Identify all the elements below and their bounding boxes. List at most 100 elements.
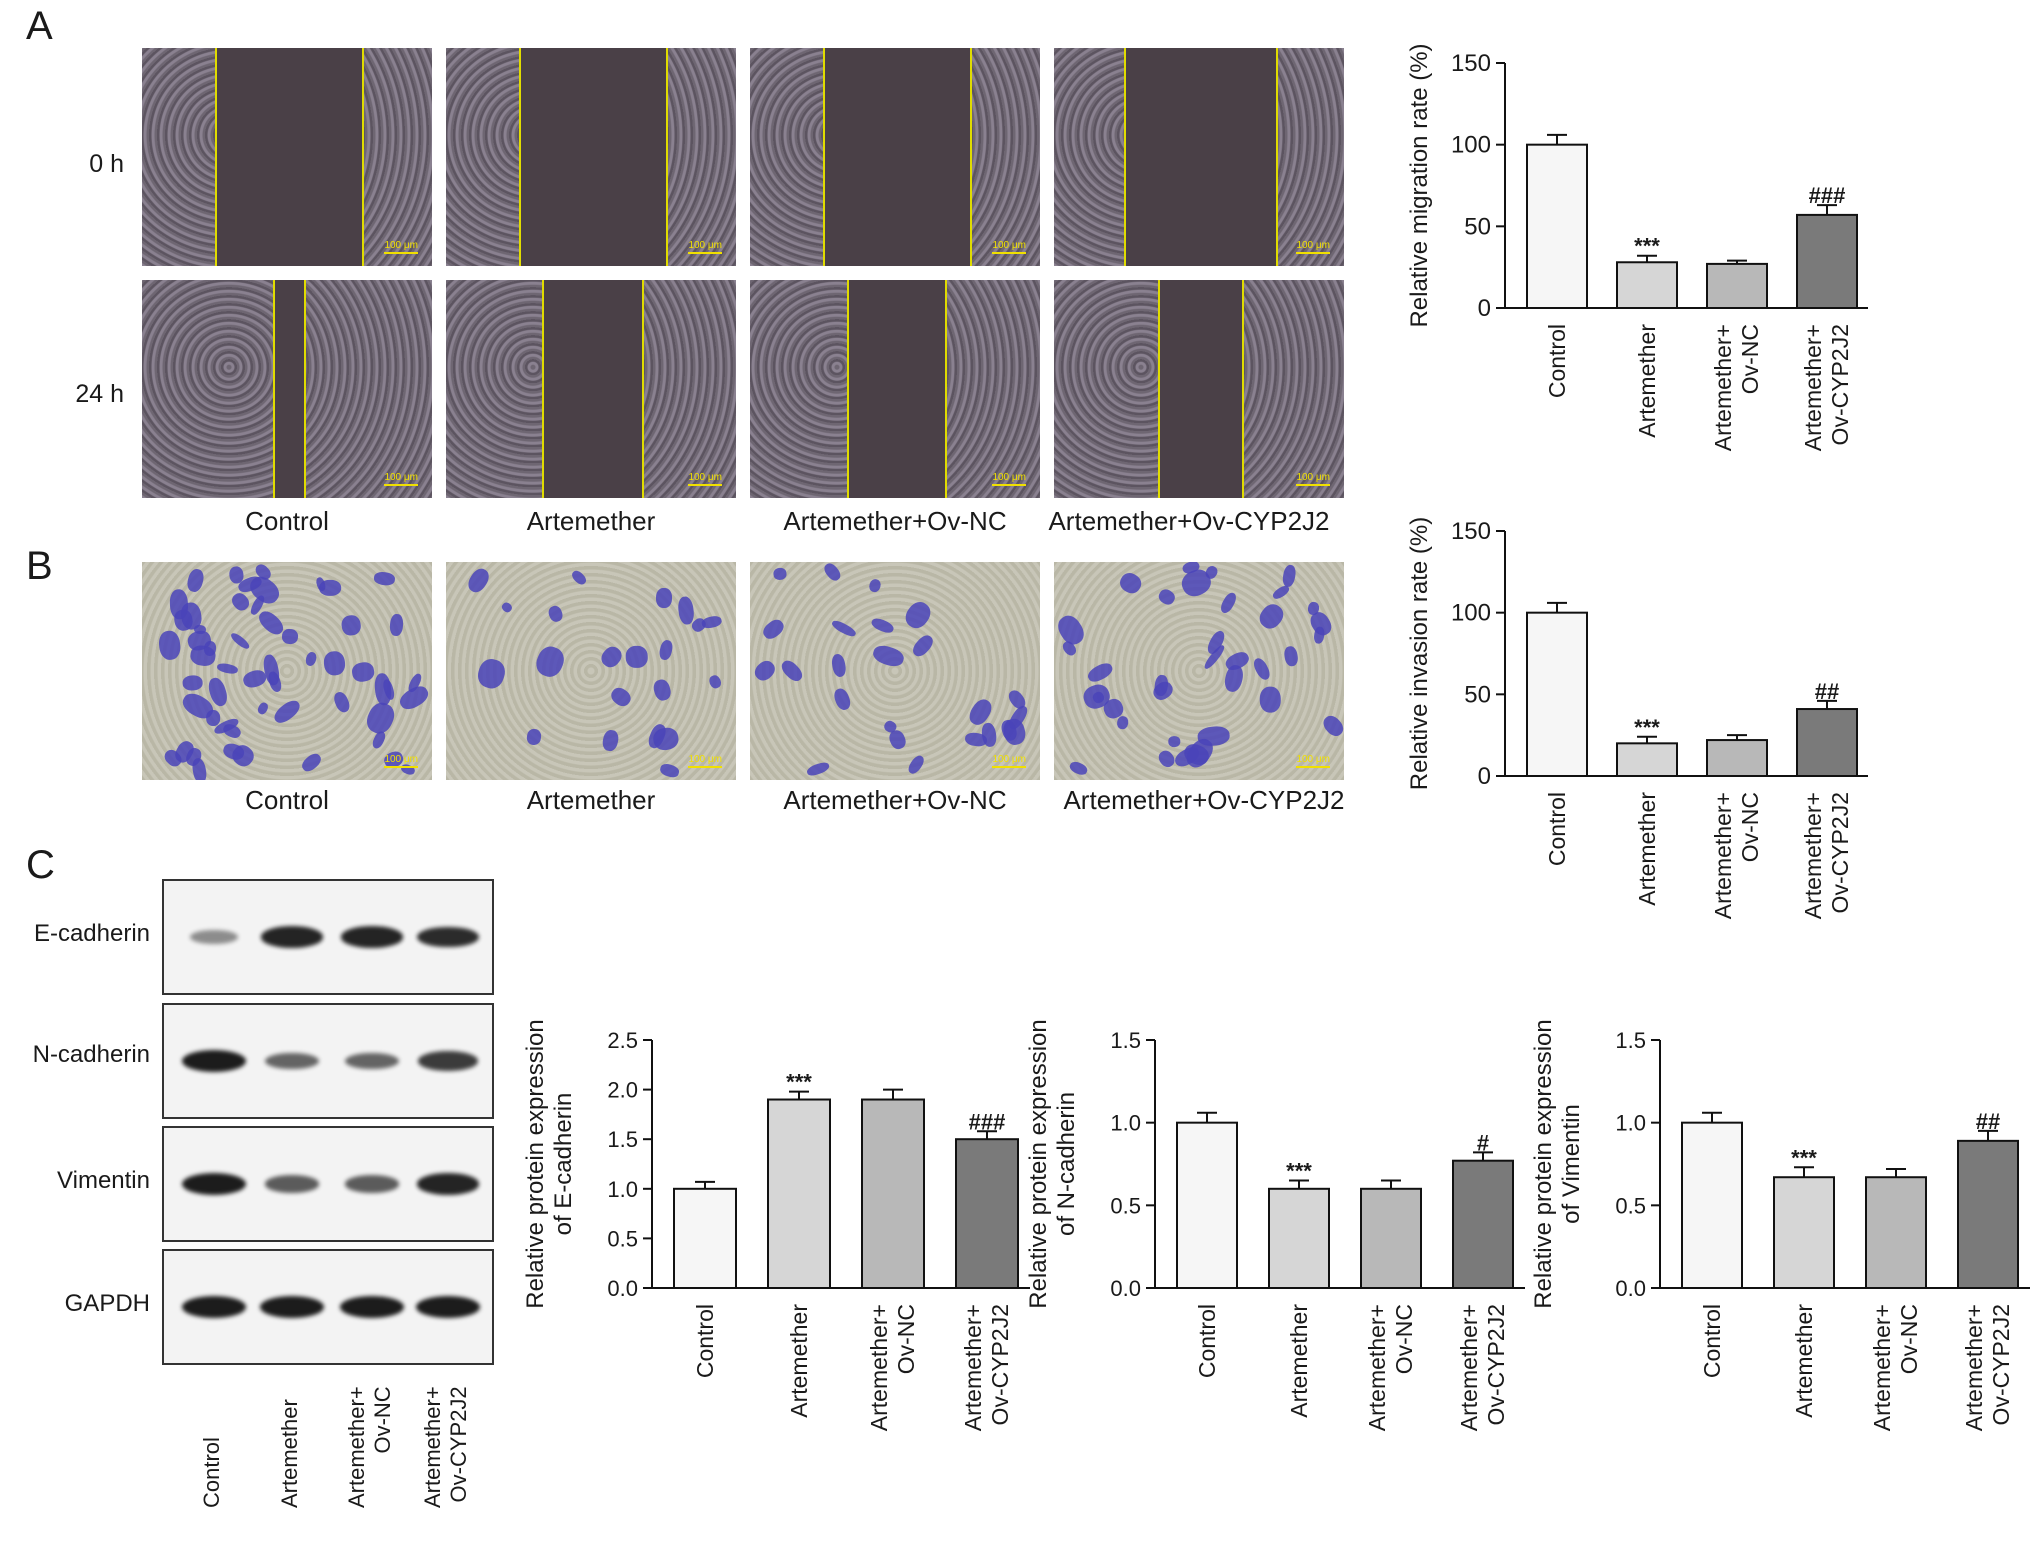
category-label-line: Ov-NC [1391,1304,1417,1374]
wound-image: 100 μm [142,48,432,266]
category-label: Artemether+Ov-NC [1364,1304,1417,1431]
category-label-line: Artemether [1634,324,1660,438]
wound-gap [518,48,668,266]
bar [1616,261,1678,309]
panel-a-label-artemether: Artemether [526,506,656,536]
y-tick-label: 2.5 [607,1028,638,1053]
category-label-line: Artemether [1791,1304,1817,1418]
category-label: Artemether+Ov-NC [866,1304,919,1431]
transwell-image: 100 μm [750,562,1040,780]
bar [1865,1176,1927,1290]
category-label-line: Ov-CYP2J2 [1827,792,1853,913]
transwell-image: 100 μm [1054,562,1344,780]
category-label-line: Control [1544,792,1570,866]
category-label-line: Ov-CYP2J2 [1988,1304,2014,1425]
protein-band [182,1296,246,1318]
panel-b-label-ov-cyp2j2: Artemether+Ov-CYP2J2 [1063,785,1345,815]
scale-bar: 100 μm [992,472,1026,486]
y-tick-label: 50 [1464,213,1491,240]
y-tick-label: 0.5 [607,1226,638,1251]
bar [673,1187,737,1290]
category-label-line: Artemether+ [1869,1304,1895,1431]
scale-bar: 100 μm [384,754,418,768]
category-label-line: Ov-NC [1737,792,1763,862]
bar [1360,1187,1422,1290]
significance-marker: *** [786,1070,812,1095]
wound-gap [822,48,972,266]
y-tick-label: 0.0 [1615,1276,1646,1301]
bar [767,1098,831,1290]
bar [1176,1121,1238,1289]
category-label-line: Artemether+ [866,1304,892,1431]
y-axis-label: Relative protein expressionof N-cadherin [1025,1019,1080,1309]
y-tick-label: 0 [1478,295,1491,322]
panel-label-a: A [26,4,53,48]
y-tick-label: 0.5 [1615,1193,1646,1218]
category-label: Artemether+Ov-CYP2J2 [960,1304,1013,1431]
bar [1706,262,1768,309]
scale-bar: 100 μm [384,472,418,486]
y-tick-label: 1.0 [607,1177,638,1202]
category-label-line: Artemether+ [1710,792,1736,919]
wound-gap [272,280,306,498]
category-label-line: Ov-NC [893,1304,919,1374]
category-label: Artemether [1634,792,1660,906]
wound-image: 100 μm [1054,280,1344,498]
wound-gap [214,48,364,266]
panel-a-label-control: Control [245,506,329,536]
protein-band [418,1051,478,1071]
y-tick-label: 0.0 [607,1276,638,1301]
bar [1616,742,1678,777]
protein-label-gapdh: GAPDH [64,1290,150,1317]
category-label: Artemether [1286,1304,1312,1418]
category-label-line: Artemether [786,1304,812,1418]
category-label-line: Artemether+ [1800,324,1826,451]
scale-bar: 100 μm [688,754,722,768]
category-label-line: Ov-CYP2J2 [1827,324,1853,445]
y-axis-label: Relative migration rate (%) [1406,43,1433,327]
bar [1526,611,1588,778]
protein-band [260,1296,324,1318]
panel-b-label-ov-nc: Artemether+Ov-NC [783,785,1007,815]
y-tick-label: 1.0 [1615,1111,1646,1136]
y-axis-label-line: Relative protein expression [522,1019,549,1309]
category-label: Artemether+Ov-CYP2J2 [1800,324,1853,451]
wound-gap [541,280,645,498]
blot-strip [162,1126,494,1242]
scale-bar: 100 μm [1296,472,1330,486]
y-tick-label: 0 [1478,763,1491,790]
wound-image: 100 μm [446,48,736,266]
blot-strip [162,879,494,995]
bar [1796,213,1858,309]
y-tick-label: 0.0 [1110,1276,1141,1301]
y-tick-label: 1.5 [1110,1028,1141,1053]
scale-bar: 100 μm [688,472,722,486]
category-label-line: Artemether+ [960,1304,986,1431]
panel-a-label-ov-cyp2j2: Artemether+Ov-CYP2J2 [1048,506,1330,536]
row-label-24h: 24 h [75,380,124,408]
protein-band [344,1175,400,1193]
wound-image: 100 μm [1054,48,1344,266]
category-label-line: Artemether+ [1364,1304,1390,1431]
category-label: Control [1544,324,1570,398]
protein-band [416,1296,480,1318]
category-label-line: Artemether+ [1800,792,1826,919]
significance-marker: *** [1791,1145,1817,1170]
scale-bar: 100 μm [688,240,722,254]
category-label-line: Artemether+ [1710,324,1736,451]
y-axis-label: Relative invasion rate (%) [1406,517,1433,790]
category-label: Artemether+Ov-NC [1710,792,1763,919]
y-axis-label-line: of E-cadherin [550,1093,577,1236]
y-tick-label: 150 [1451,518,1491,545]
scale-bar: 100 μm [384,240,418,254]
row-label-0h: 0 h [89,150,124,178]
bar [1452,1159,1514,1290]
protein-band [190,930,238,944]
significance-marker: ## [1815,679,1839,704]
category-label-line: Ov-CYP2J2 [1483,1304,1509,1425]
category-label: Artemether [1791,1304,1817,1418]
category-label: Artemether+Ov-CYP2J2 [1800,792,1853,919]
scale-bar: 100 μm [1296,240,1330,254]
significance-marker: ### [969,1109,1006,1134]
panel-a-label-ov-nc: Artemether+Ov-NC [783,506,1007,536]
